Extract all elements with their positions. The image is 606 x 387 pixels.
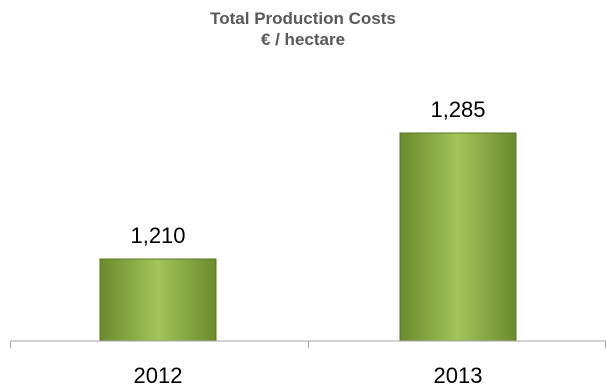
- bar-2012: [99, 258, 217, 342]
- x-tick-label-2013: 2013: [434, 363, 483, 387]
- chart-title: Total Production Costs: [210, 9, 396, 28]
- x-axis: [10, 340, 606, 348]
- data-label-2012: 1,210: [130, 223, 185, 248]
- x-tick-label-2012: 2012: [134, 363, 183, 387]
- chart-title-block: Total Production Costs € / hectare: [0, 8, 606, 50]
- chart-subtitle: € / hectare: [260, 30, 346, 49]
- data-label-2013: 1,285: [430, 97, 485, 122]
- bars-layer: [99, 132, 517, 342]
- labels-layer: 1,210 2012 1,285 2013: [130, 97, 485, 387]
- bar-2013: [399, 132, 517, 342]
